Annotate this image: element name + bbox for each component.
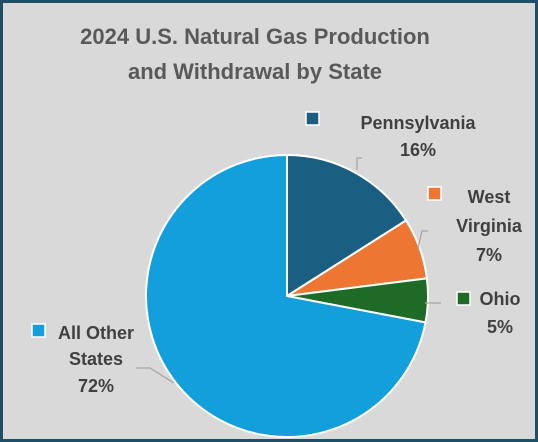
- leader-line-pennsylvania: [356, 157, 362, 170]
- label-all-other-states-name-1: All Other: [58, 323, 134, 343]
- label-pennsylvania-value: 16%: [400, 140, 436, 160]
- leader-line-west-virginia: [417, 230, 428, 249]
- label-ohio-value: 5%: [487, 317, 513, 337]
- legend-key-ohio: [456, 291, 471, 306]
- label-west-virginia-name-2: Virginia: [456, 216, 523, 236]
- label-pennsylvania-name: Pennsylvania: [360, 113, 476, 133]
- label-ohio-name: Ohio: [480, 289, 521, 309]
- chart-title-line-1: 2024 U.S. Natural Gas Production: [80, 24, 430, 49]
- legend-key-pennsylvania: [305, 111, 320, 126]
- label-west-virginia-value: 7%: [476, 245, 502, 265]
- label-all-other-states-value: 72%: [78, 376, 114, 396]
- label-all-other-states-name-2: States: [69, 349, 123, 369]
- chart-title-line-2: and Withdrawal by State: [128, 59, 382, 84]
- legend-key-all-other-states: [31, 323, 46, 338]
- label-west-virginia-name-1: West: [468, 187, 511, 207]
- leader-line-all-other-states: [136, 367, 175, 384]
- legend-key-west-virginia: [427, 186, 442, 201]
- pie-slices: [145, 153, 429, 438]
- pie-slice-pennsylvania: [286, 153, 408, 298]
- pie-slice-all-other-states: [145, 153, 427, 438]
